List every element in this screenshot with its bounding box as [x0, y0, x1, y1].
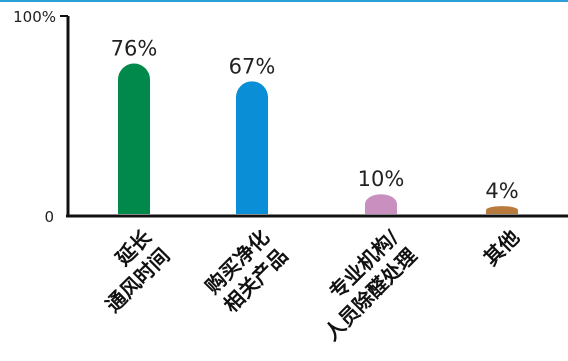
- category-label-line: 其他: [479, 225, 524, 270]
- bar: [486, 206, 518, 214]
- y-tick-label-max: 100%: [13, 8, 56, 26]
- data-label: 67%: [229, 54, 276, 78]
- bar: [365, 194, 397, 214]
- bar: [118, 63, 150, 215]
- category-label: 其他: [479, 225, 524, 270]
- category-label: 专业机构/人员除醛处理: [320, 225, 422, 346]
- top-accent-rule: [0, 0, 568, 2]
- data-label: 4%: [485, 179, 518, 203]
- data-label: 10%: [358, 167, 405, 191]
- data-label: 76%: [111, 37, 158, 61]
- y-tick-label-zero: 0: [44, 208, 54, 226]
- bar: [236, 81, 268, 214]
